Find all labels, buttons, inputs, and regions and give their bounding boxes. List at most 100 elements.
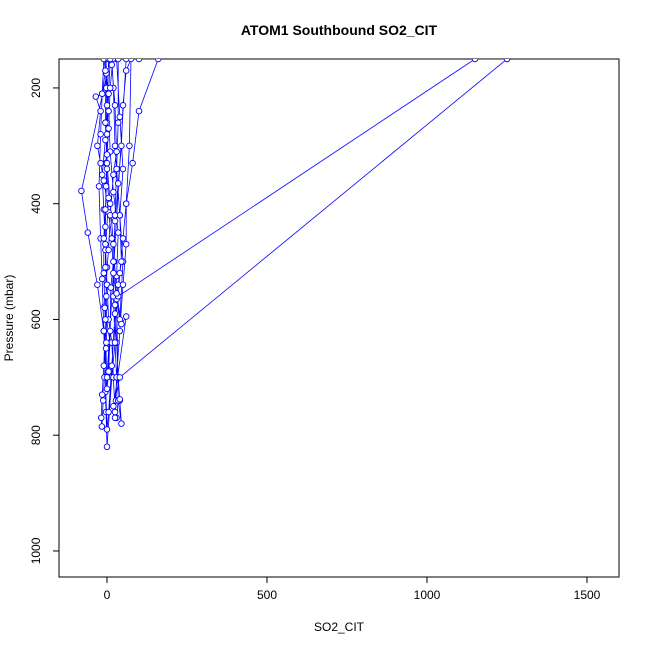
data-point <box>102 119 109 126</box>
data-point <box>114 59 122 63</box>
data-point <box>116 327 124 335</box>
data-point <box>97 414 105 422</box>
data-point <box>110 403 117 410</box>
series-line <box>80 59 508 447</box>
data-point <box>99 397 107 404</box>
data-point <box>102 183 110 190</box>
data-point <box>101 304 109 312</box>
x-tick-label: 1000 <box>414 588 441 602</box>
data-point <box>84 229 92 236</box>
data-point <box>110 240 117 248</box>
data-point <box>111 310 119 317</box>
data-point <box>97 130 104 138</box>
data-point <box>110 269 117 277</box>
data-point <box>97 107 104 115</box>
data-point <box>98 90 106 97</box>
data-point <box>98 391 106 398</box>
data-point <box>103 385 111 393</box>
data-point <box>108 235 116 242</box>
data-point <box>100 235 108 242</box>
data-point <box>118 320 125 328</box>
x-tick-label: 1500 <box>574 588 601 602</box>
data-point <box>116 113 124 121</box>
data-point <box>103 426 111 433</box>
data-point <box>98 275 106 283</box>
data-point <box>103 159 111 167</box>
y-tick-label: 200 <box>29 78 43 98</box>
data-point <box>102 316 109 323</box>
data-point <box>92 93 100 100</box>
data-point <box>111 217 119 225</box>
data-point <box>135 59 143 63</box>
data-point <box>106 59 114 63</box>
data-point <box>122 59 130 63</box>
data-point <box>113 165 120 173</box>
x-tick-label: 0 <box>104 588 111 602</box>
data-point <box>119 281 127 288</box>
data-point <box>102 345 110 352</box>
data-point <box>97 159 104 167</box>
data-point <box>119 102 127 109</box>
data-point <box>94 142 101 150</box>
data-point <box>116 396 124 403</box>
data-point <box>102 67 109 74</box>
data-point <box>103 293 110 300</box>
data-point <box>126 142 133 150</box>
data-point <box>110 171 117 179</box>
data-point <box>98 423 106 430</box>
data-point <box>106 84 114 92</box>
data-point <box>111 414 119 422</box>
data-point <box>111 339 119 346</box>
data-point <box>471 59 479 63</box>
data-point <box>119 235 127 242</box>
data-point <box>111 212 119 219</box>
data-point <box>154 59 162 63</box>
data-point <box>105 125 112 132</box>
x-tick-label: 500 <box>257 588 277 602</box>
y-tick-label: 1000 <box>29 537 43 564</box>
data-point <box>94 281 101 288</box>
data-point <box>102 206 109 213</box>
data-point <box>118 420 125 427</box>
data-point <box>118 258 125 265</box>
data-point <box>113 148 120 155</box>
data-point <box>122 240 130 248</box>
data-point <box>114 229 122 236</box>
x-axis-label: SO2_CIT <box>314 620 365 634</box>
data-point <box>106 327 114 335</box>
data-point <box>122 313 130 320</box>
data-point <box>100 327 108 335</box>
data-point <box>105 246 112 254</box>
data-point <box>118 142 125 150</box>
data-point <box>102 240 109 248</box>
data-point <box>114 119 122 126</box>
data-point <box>122 200 130 207</box>
data-point <box>102 223 109 231</box>
data-point <box>103 443 111 451</box>
y-axis-label: Pressure (mbar) <box>2 275 16 362</box>
data-point <box>114 180 122 187</box>
y-tick-label: 800 <box>29 425 43 445</box>
data-point <box>100 177 108 184</box>
data-point <box>107 284 115 291</box>
data-point <box>100 269 108 277</box>
x-axis: 0 500 1000 1500 <box>104 577 601 602</box>
plot-frame <box>58 58 620 578</box>
series-layer <box>78 59 511 451</box>
data-point <box>119 165 127 173</box>
data-point <box>108 61 116 69</box>
data-point <box>129 159 136 167</box>
data-point <box>105 368 112 375</box>
data-point <box>103 151 111 158</box>
data-point <box>111 408 119 416</box>
data-point <box>78 187 85 195</box>
data-point <box>105 107 112 115</box>
data-point <box>111 142 119 150</box>
data-point <box>105 408 112 416</box>
data-point <box>135 107 143 115</box>
data-point <box>100 362 108 369</box>
data-point <box>106 200 114 207</box>
data-point <box>98 171 106 179</box>
data-point <box>111 102 119 109</box>
